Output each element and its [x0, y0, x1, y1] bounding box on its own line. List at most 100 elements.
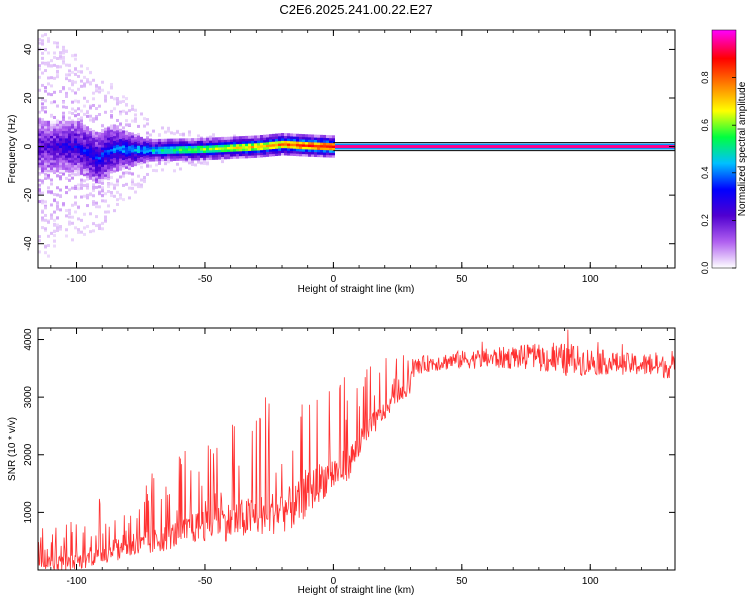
spectrogram-cell: [203, 137, 206, 141]
spectrogram-cell: [620, 145, 623, 149]
spectrogram-cell: [62, 149, 65, 153]
spectrogram-cell: [47, 244, 50, 248]
spectrogram-cell: [599, 145, 602, 149]
spectrogram-cell: [56, 193, 59, 197]
spectrogram-cell: [47, 37, 50, 41]
spectrogram-cell: [263, 144, 266, 148]
spectrogram-cell: [83, 139, 86, 143]
spectrogram-cell: [122, 99, 125, 103]
spectrogram-cell: [272, 136, 275, 140]
spectrogram-cell: [116, 146, 119, 150]
spectrogram-cell: [359, 145, 362, 149]
spectrogram-cell: [89, 162, 92, 166]
spectrogram-cell: [143, 148, 146, 152]
spectrogram-cell: [53, 55, 56, 59]
spectrogram-cell: [218, 149, 221, 153]
spectrogram-cell: [140, 146, 143, 150]
spectrogram-cell: [266, 153, 269, 157]
spectrogram-cell: [143, 175, 146, 179]
spectrogram-cell: [125, 131, 128, 135]
spectrogram-cell: [410, 145, 413, 149]
spectrogram-cell: [53, 152, 56, 156]
spectrogram-cell: [362, 145, 365, 149]
spectrogram-cell: [77, 167, 80, 171]
spectrogram-cell: [38, 200, 41, 204]
spectrogram-cell: [200, 161, 203, 165]
spectrogram-cell: [101, 149, 104, 153]
spectrogram-cell: [185, 152, 188, 156]
spectrogram-cell: [74, 210, 77, 214]
spectrogram-cell: [173, 155, 176, 159]
spectrogram-cell: [113, 145, 116, 149]
spectrogram-cell: [68, 208, 71, 212]
spectrogram-cell: [266, 144, 269, 148]
spectrogram-cell: [110, 191, 113, 195]
spectrogram-cell: [161, 155, 164, 159]
spectrogram-cell: [425, 145, 428, 149]
spectrogram-cell: [104, 139, 107, 143]
spectrogram-cell: [155, 143, 158, 147]
spectrogram-cell: [101, 173, 104, 177]
spectrogram-cell: [179, 140, 182, 144]
spectrogram-cell: [50, 125, 53, 129]
spectrogram-cell: [38, 110, 41, 114]
spectrogram-cell: [41, 71, 44, 75]
spectrogram-cell: [92, 222, 95, 226]
spectrogram-cell: [95, 107, 98, 111]
spectrogram-cell: [125, 141, 128, 145]
spectrogram-cell: [83, 184, 86, 188]
spectrogram-cell: [59, 208, 62, 212]
spectrogram-cell: [101, 88, 104, 92]
spectrogram-cell: [68, 159, 71, 163]
spectrogram-cell: [143, 117, 146, 121]
spectrogram-cell: [104, 132, 107, 136]
spectrogram-cell: [89, 174, 92, 178]
spectrogram-cell: [50, 231, 53, 235]
spectrogram-cell: [182, 145, 185, 149]
spectrogram-cell: [212, 144, 215, 148]
spectrogram-cell: [275, 148, 278, 152]
spectrogram-cell: [59, 145, 62, 149]
spectrogram-cell: [71, 107, 74, 111]
spectrogram-cell: [95, 155, 98, 159]
spectrogram-cell: [119, 112, 122, 116]
spectrogram-cell: [188, 138, 191, 142]
spectrogram-cell: [269, 143, 272, 147]
spectrogram-cell: [134, 141, 137, 145]
spectrogram-cell: [77, 125, 80, 129]
spectrogram-cell: [86, 183, 89, 187]
spectrogram-cell: [227, 146, 230, 150]
spectrogram-cell: [62, 145, 65, 149]
spectrogram-cell: [239, 143, 242, 147]
spectrogram-cell: [257, 154, 260, 158]
spectrogram-cell: [80, 218, 83, 222]
spectrogram-cell: [593, 145, 596, 149]
spectrogram-cell: [305, 151, 308, 155]
spectrogram-cell: [83, 170, 86, 174]
spectrogram-cell: [251, 152, 254, 156]
spectrogram-cell: [119, 162, 122, 166]
spectrogram-cell: [119, 165, 122, 169]
spectrogram-cell: [221, 139, 224, 143]
spectrogram-cell: [110, 160, 113, 164]
spectrogram-cell: [134, 138, 137, 142]
spectrogram-cell: [47, 140, 50, 144]
spectrogram-cell: [92, 166, 95, 170]
spectrogram-cell: [71, 186, 74, 190]
spectrogram-cell: [107, 190, 110, 194]
spectrogram-cell: [230, 153, 233, 157]
spectrogram-cell: [266, 146, 269, 150]
spectrogram-cell: [122, 152, 125, 156]
spectrogram-cell: [176, 145, 179, 149]
spectrogram-cell: [296, 150, 299, 154]
spectrogram-cell: [281, 135, 284, 139]
spectrogram-cell: [95, 131, 98, 135]
spectrogram-cell: [119, 122, 122, 126]
spectrogram-cell: [92, 117, 95, 121]
spectrogram-cell: [68, 142, 71, 146]
spectrogram-cell: [614, 145, 617, 149]
spectrogram-cell: [200, 140, 203, 144]
spectrogram-cell: [74, 149, 77, 153]
spectrogram-cell: [59, 65, 62, 69]
spectrogram-cell: [71, 152, 74, 156]
